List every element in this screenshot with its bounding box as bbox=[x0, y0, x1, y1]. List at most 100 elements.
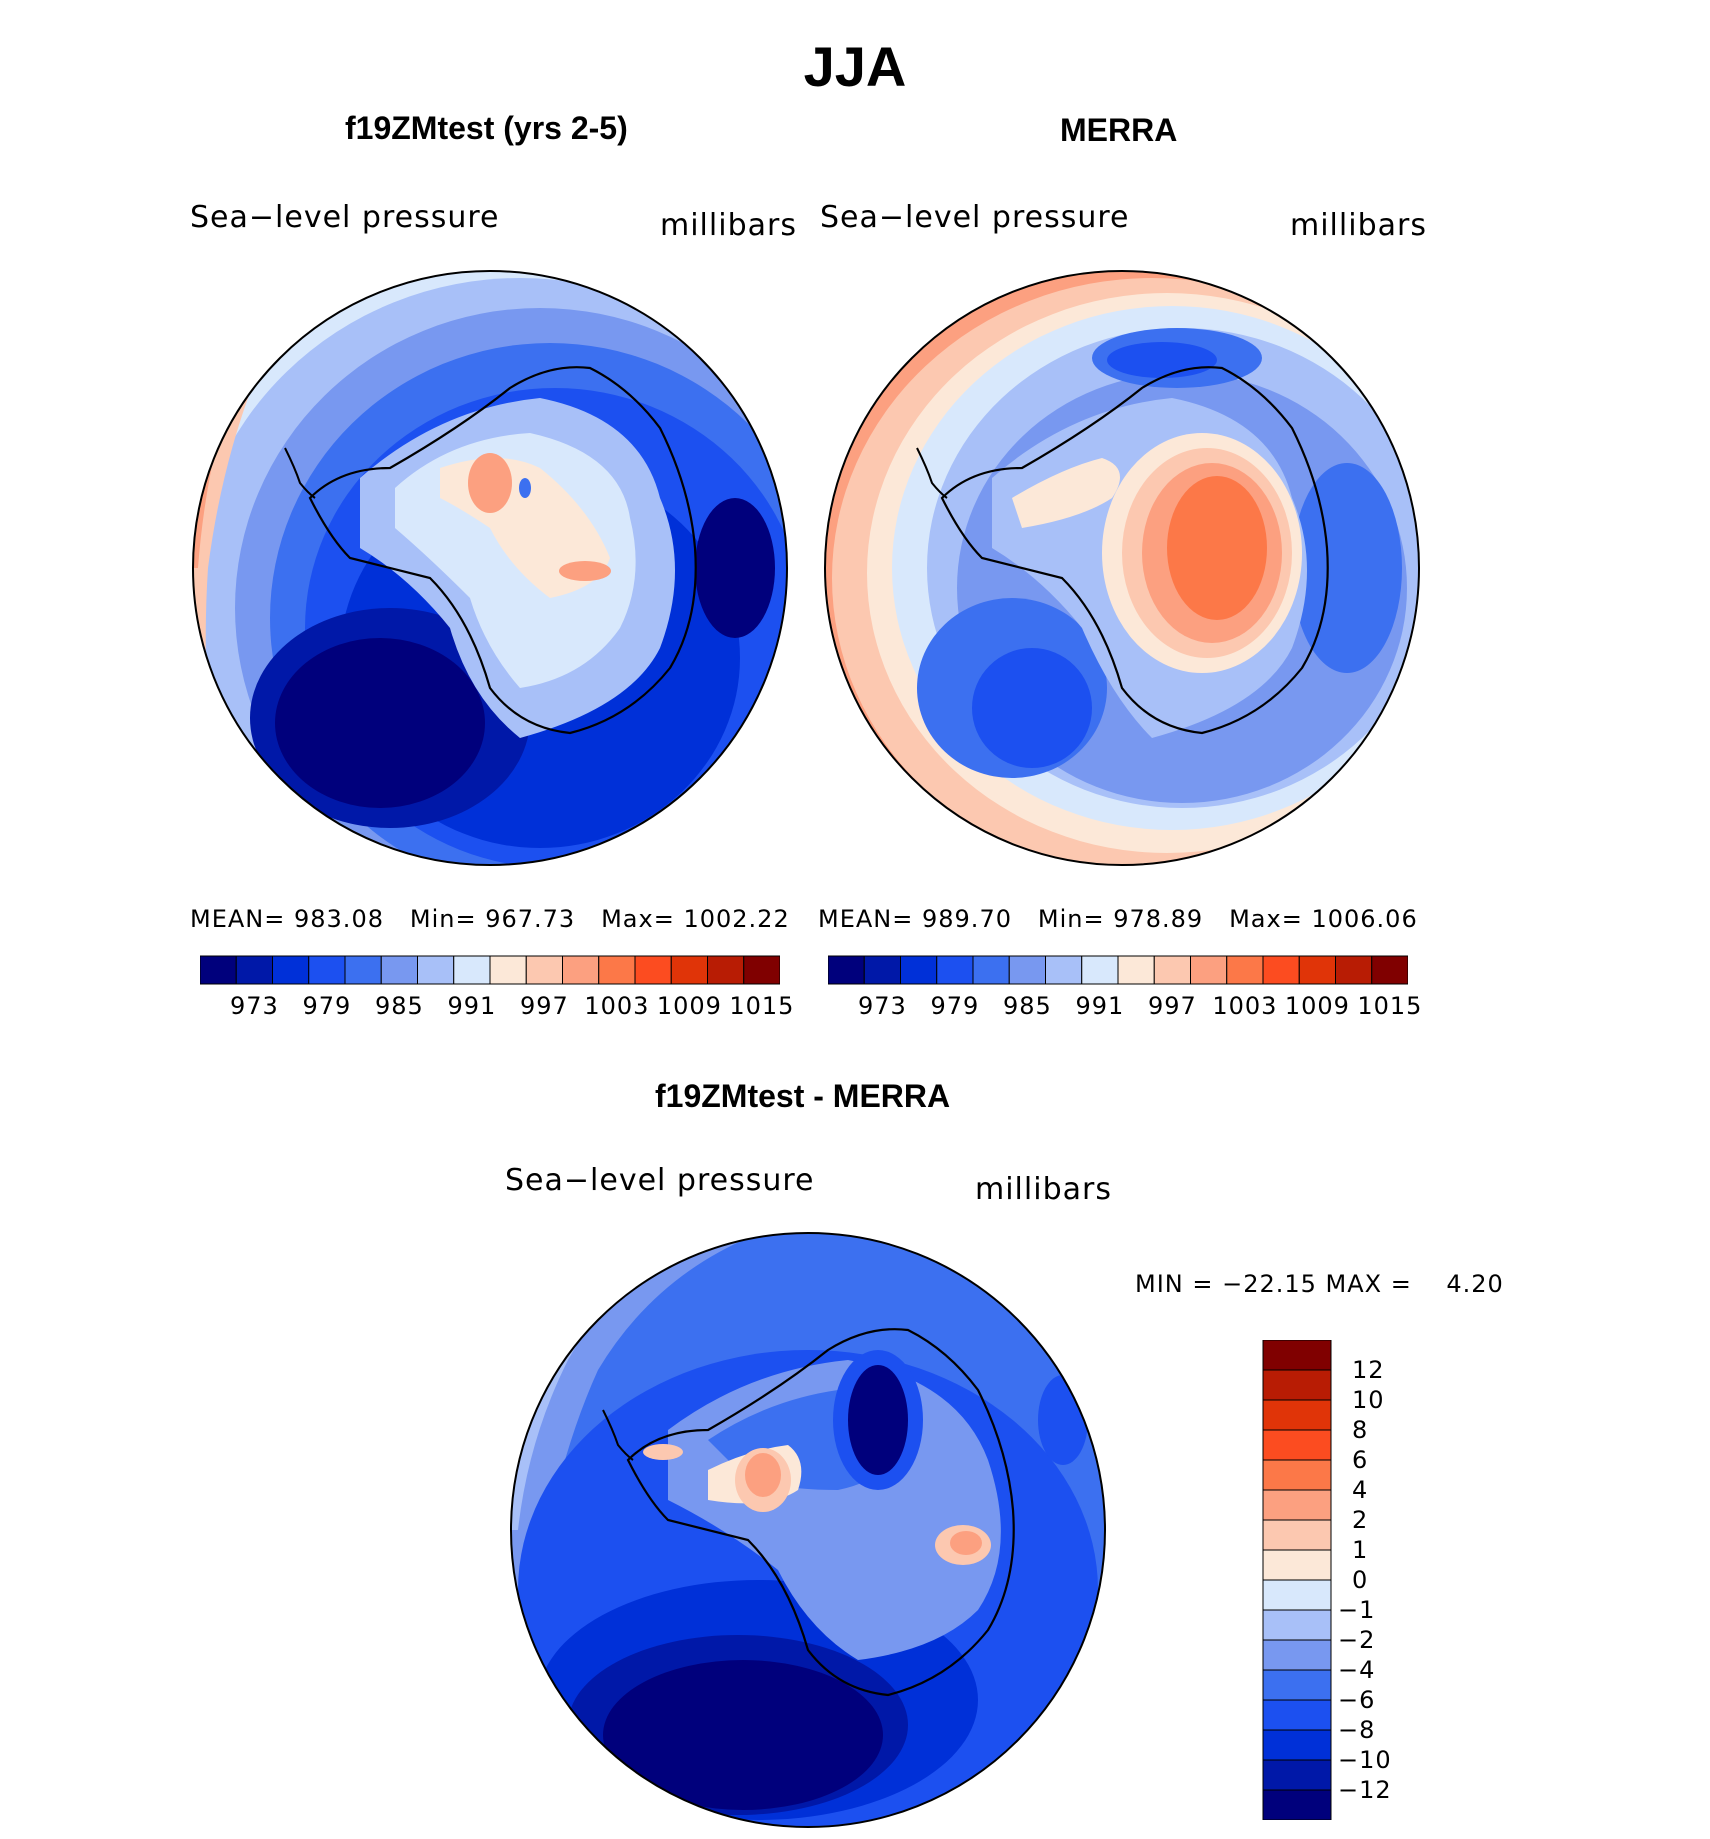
colorbar-tick-label: 991 bbox=[1075, 992, 1125, 1020]
colorbar-tick-label: 973 bbox=[229, 992, 279, 1020]
colorbar-tick-label: 12 bbox=[1352, 1356, 1385, 1384]
colorbar-tick-label: −1 bbox=[1338, 1596, 1376, 1624]
colorbar-swatch bbox=[380, 955, 418, 985]
colorbar-tick-label: 979 bbox=[930, 992, 980, 1020]
colorbar-tick-label: −12 bbox=[1338, 1776, 1392, 1804]
colorbar-tick-label: 1003 bbox=[1212, 992, 1278, 1020]
variable-label-model: Sea−level pressure bbox=[190, 200, 500, 235]
colorbar-swatch bbox=[453, 955, 491, 985]
colorbar-ticks-model: 973 979 985 991 997 1003 1009 1015 bbox=[200, 992, 793, 1022]
colorbar-swatch bbox=[1262, 1609, 1332, 1641]
colorbar-tick-label: 973 bbox=[857, 992, 907, 1020]
stats-obs: MEAN= 989.70 Min= 978.89 Max= 1006.06 bbox=[818, 905, 1418, 933]
panel-title-model: f19ZMtest (yrs 2-5) bbox=[345, 110, 628, 146]
colorbar-swatch bbox=[598, 955, 636, 985]
stat-min-label: Min= bbox=[1037, 905, 1105, 933]
colorbar-swatch bbox=[1262, 1699, 1332, 1731]
colorbar-tick-label: −8 bbox=[1338, 1716, 1376, 1744]
stat-mean-value: 983.08 bbox=[294, 905, 384, 933]
polar-map-diff bbox=[510, 1232, 1106, 1828]
units-label-obs: millibars bbox=[1290, 208, 1427, 243]
colorbar-swatch bbox=[828, 955, 865, 985]
colorbar-swatch bbox=[1262, 1579, 1332, 1611]
colorbar-obs bbox=[828, 955, 1408, 985]
colorbar-swatch bbox=[670, 955, 708, 985]
stat-min-value: 967.73 bbox=[485, 905, 576, 933]
colorbar-tick-label: 997 bbox=[519, 992, 569, 1020]
colorbar-model bbox=[200, 955, 780, 985]
colorbar-swatch bbox=[1262, 1789, 1332, 1820]
colorbar-swatch bbox=[1262, 1399, 1332, 1431]
colorbar-tick-label: 1 bbox=[1352, 1536, 1369, 1564]
colorbar-swatch bbox=[1262, 1669, 1332, 1701]
colorbar-swatch bbox=[562, 955, 600, 985]
colorbar-swatch bbox=[1262, 1549, 1332, 1581]
colorbar-swatch bbox=[1008, 955, 1046, 985]
variable-label-diff: Sea−level pressure bbox=[505, 1163, 815, 1198]
colorbar-ticks-diff: 12 10 8 6 4 2 1 0 −1 −2 −4 −6 −8 −10 −12 bbox=[1338, 1340, 1458, 1820]
colorbar-swatch bbox=[863, 955, 901, 985]
colorbar-swatch bbox=[1298, 955, 1336, 985]
stat-mean-label: MEAN= bbox=[190, 905, 286, 933]
colorbar-swatch bbox=[1262, 1459, 1332, 1491]
colorbar-swatch bbox=[1262, 1369, 1332, 1401]
colorbar-swatch bbox=[743, 955, 780, 985]
colorbar-swatch bbox=[308, 955, 346, 985]
stat-mean-label: MEAN= bbox=[818, 905, 914, 933]
colorbar-swatch bbox=[634, 955, 672, 985]
colorbar-swatch bbox=[1190, 955, 1228, 985]
polar-map-model bbox=[192, 270, 788, 866]
colorbar-swatch bbox=[1153, 955, 1191, 985]
colorbar-swatch bbox=[489, 955, 527, 985]
colorbar-tick-label: −10 bbox=[1338, 1746, 1392, 1774]
colorbar-swatch bbox=[1262, 1759, 1332, 1791]
variable-label-obs: Sea−level pressure bbox=[820, 200, 1130, 235]
colorbar-ticks-obs: 973 979 985 991 997 1003 1009 1015 bbox=[828, 992, 1421, 1022]
stat-max-value: 1006.06 bbox=[1311, 905, 1418, 933]
colorbar-tick-label: 6 bbox=[1352, 1446, 1369, 1474]
colorbar-swatch bbox=[707, 955, 745, 985]
colorbar-swatch bbox=[344, 955, 382, 985]
colorbar-tick-label: 1015 bbox=[1357, 992, 1423, 1020]
colorbar-swatch bbox=[1262, 1429, 1332, 1461]
colorbar-swatch bbox=[1262, 1340, 1332, 1371]
figure-title: JJA bbox=[803, 35, 907, 98]
stat-max-value: 1002.22 bbox=[683, 905, 790, 933]
colorbar-swatch bbox=[417, 955, 455, 985]
colorbar-tick-label: 979 bbox=[302, 992, 352, 1020]
colorbar-swatch bbox=[1335, 955, 1373, 985]
colorbar-swatch bbox=[200, 955, 237, 985]
colorbar-swatch bbox=[900, 955, 938, 985]
colorbar-tick-label: 10 bbox=[1352, 1386, 1385, 1414]
stats-model: MEAN= 983.08 Min= 967.73 Max= 1002.22 bbox=[190, 905, 790, 933]
stat-mean-value: 989.70 bbox=[922, 905, 1012, 933]
colorbar-tick-label: −2 bbox=[1338, 1626, 1376, 1654]
colorbar-tick-label: 1015 bbox=[729, 992, 795, 1020]
colorbar-swatch bbox=[1081, 955, 1119, 985]
colorbar-tick-label: 1009 bbox=[656, 992, 722, 1020]
stat-min-value: 978.89 bbox=[1113, 905, 1204, 933]
colorbar-swatch bbox=[1262, 1639, 1332, 1671]
colorbar-tick-label: 997 bbox=[1147, 992, 1197, 1020]
colorbar-tick-label: −6 bbox=[1338, 1686, 1376, 1714]
colorbar-swatch bbox=[1262, 1489, 1332, 1521]
units-label-diff: millibars bbox=[975, 1172, 1112, 1207]
units-label-model: millibars bbox=[660, 208, 797, 243]
colorbar-swatch bbox=[1262, 955, 1300, 985]
stat-min-label: Min= bbox=[409, 905, 477, 933]
colorbar-tick-label: 0 bbox=[1352, 1566, 1369, 1594]
colorbar-swatch bbox=[936, 955, 974, 985]
colorbar-tick-label: 985 bbox=[1002, 992, 1052, 1020]
colorbar-swatch bbox=[1226, 955, 1264, 985]
polar-map-obs bbox=[824, 270, 1420, 866]
colorbar-swatch bbox=[1117, 955, 1155, 985]
colorbar-tick-label: 4 bbox=[1352, 1476, 1369, 1504]
colorbar-tick-label: 8 bbox=[1352, 1416, 1369, 1444]
stat-max-label: Max= bbox=[1229, 905, 1303, 933]
colorbar-tick-label: −4 bbox=[1338, 1656, 1376, 1684]
colorbar-tick-label: 2 bbox=[1352, 1506, 1369, 1534]
colorbar-tick-label: 1009 bbox=[1284, 992, 1350, 1020]
colorbar-swatch bbox=[972, 955, 1010, 985]
colorbar-diff bbox=[1262, 1340, 1332, 1820]
colorbar-swatch bbox=[1045, 955, 1083, 985]
